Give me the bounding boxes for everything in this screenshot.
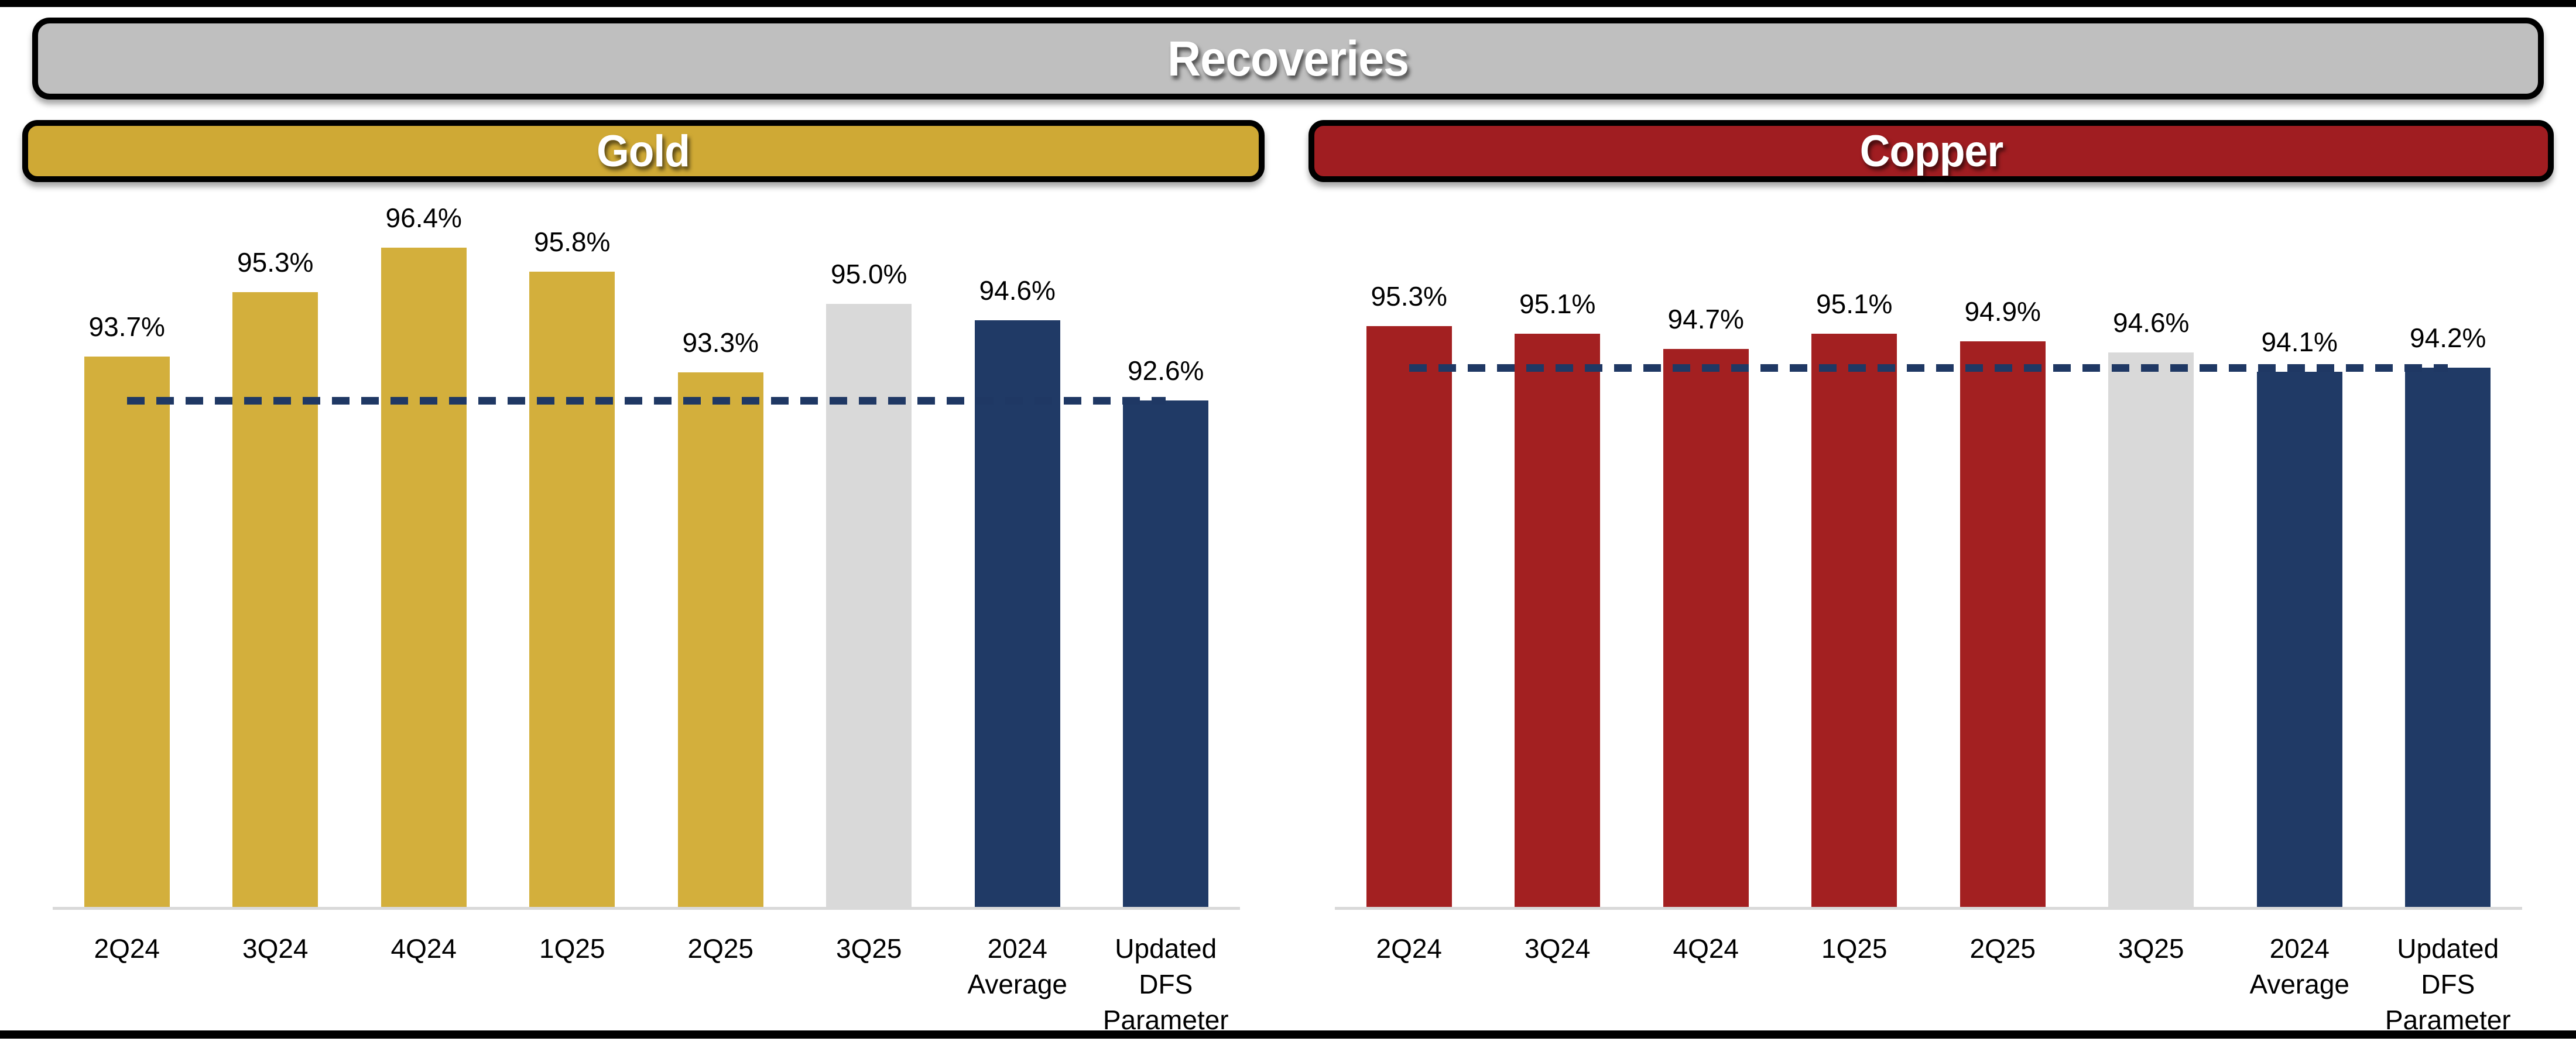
bar [677, 372, 763, 907]
gold-section-title: Gold [597, 126, 691, 176]
bar-value-label: 96.4% [385, 203, 462, 234]
category-label: 3Q24 [1524, 933, 1591, 964]
bar [1811, 334, 1897, 907]
bar [2405, 368, 2491, 907]
bar [974, 320, 1060, 907]
bar-value-label: 95.8% [534, 227, 611, 258]
bar-value-label: 93.3% [682, 327, 759, 358]
category-label: 2Q25 [687, 933, 754, 964]
copper-recovery-chart: 95.3% 95.1% 94.7% 95.1% 94.9% 94.6% 94.1% 94.2%… [1335, 224, 2522, 1043]
bar-value-label: 94.1% [2261, 326, 2338, 357]
title-banner: Recoveries [32, 18, 2544, 100]
bar [826, 304, 912, 907]
gold-plot-area: 93.7% 95.3% 96.4% 95.8% 93.3% 95.0% 94.6% 92.6% [53, 203, 1240, 907]
copper-category-axis: 2Q24 3Q24 4Q24 1Q25 2Q25 3Q25 2024 Average Upda… [1335, 931, 2522, 1048]
reference-dashed-line [126, 396, 1166, 405]
copper-section-title: Copper [1859, 126, 2003, 176]
bar-value-label: 94.7% [1667, 303, 1744, 334]
gold-recovery-chart: 93.7% 95.3% 96.4% 95.8% 93.3% 95.0% 94.6% 92.6%… [53, 203, 1240, 1043]
copper-section-header: Copper [1308, 120, 2554, 182]
bar [1123, 400, 1209, 907]
category-label: 4Q24 [390, 933, 457, 964]
category-label: 2024 Average [967, 933, 1067, 999]
bar-value-label: 95.3% [237, 246, 314, 278]
category-label: 2Q24 [1376, 933, 1443, 964]
bar [1960, 341, 2046, 907]
category-label: 3Q25 [835, 933, 902, 964]
bar [84, 356, 170, 907]
bar [2108, 352, 2194, 907]
bottom-black-strip [0, 1030, 2576, 1039]
category-label: 3Q24 [242, 933, 309, 964]
category-label: 2Q24 [94, 933, 160, 964]
bar-value-label: 94.6% [2113, 307, 2190, 338]
bar-value-label: 94.2% [2410, 323, 2486, 354]
category-label: 1Q25 [539, 933, 605, 964]
bar-value-label: 92.6% [1128, 355, 1204, 386]
gold-category-axis: 2Q24 3Q24 4Q24 1Q25 2Q25 3Q25 2024 Average Upda… [53, 931, 1240, 1048]
gold-x-axis-line [53, 907, 1240, 910]
bar-value-label: 95.3% [1371, 281, 1447, 312]
category-label: 2024 Average [2249, 933, 2349, 999]
bar [1663, 348, 1749, 907]
bar [232, 292, 318, 907]
reference-dashed-line [1409, 364, 2448, 372]
bar-value-label: 95.1% [1816, 289, 1893, 320]
gold-section-header: Gold [22, 120, 1265, 182]
category-label: 1Q25 [1821, 933, 1888, 964]
bar [529, 272, 615, 907]
bar-value-label: 93.7% [88, 311, 165, 342]
top-black-strip [0, 0, 2576, 7]
bar [2256, 371, 2342, 907]
bar [381, 248, 467, 907]
category-label: 2Q25 [1969, 933, 2036, 964]
bar-value-label: 95.1% [1519, 289, 1596, 320]
bar-value-label: 94.9% [1964, 296, 2041, 327]
category-label: Updated DFS Parameter [2385, 933, 2511, 1035]
copper-x-axis-line [1335, 907, 2522, 910]
bar-value-label: 95.0% [831, 259, 907, 290]
copper-plot-area: 95.3% 95.1% 94.7% 95.1% 94.9% 94.6% 94.1% 94.2% [1335, 224, 2522, 907]
category-label: 4Q24 [1673, 933, 1739, 964]
bar [1366, 326, 1452, 907]
bar [1515, 334, 1601, 907]
bar-value-label: 94.6% [979, 275, 1056, 306]
page-title: Recoveries [1167, 30, 1409, 86]
category-label: Updated DFS Parameter [1102, 933, 1229, 1035]
category-label: 3Q25 [2118, 933, 2184, 964]
